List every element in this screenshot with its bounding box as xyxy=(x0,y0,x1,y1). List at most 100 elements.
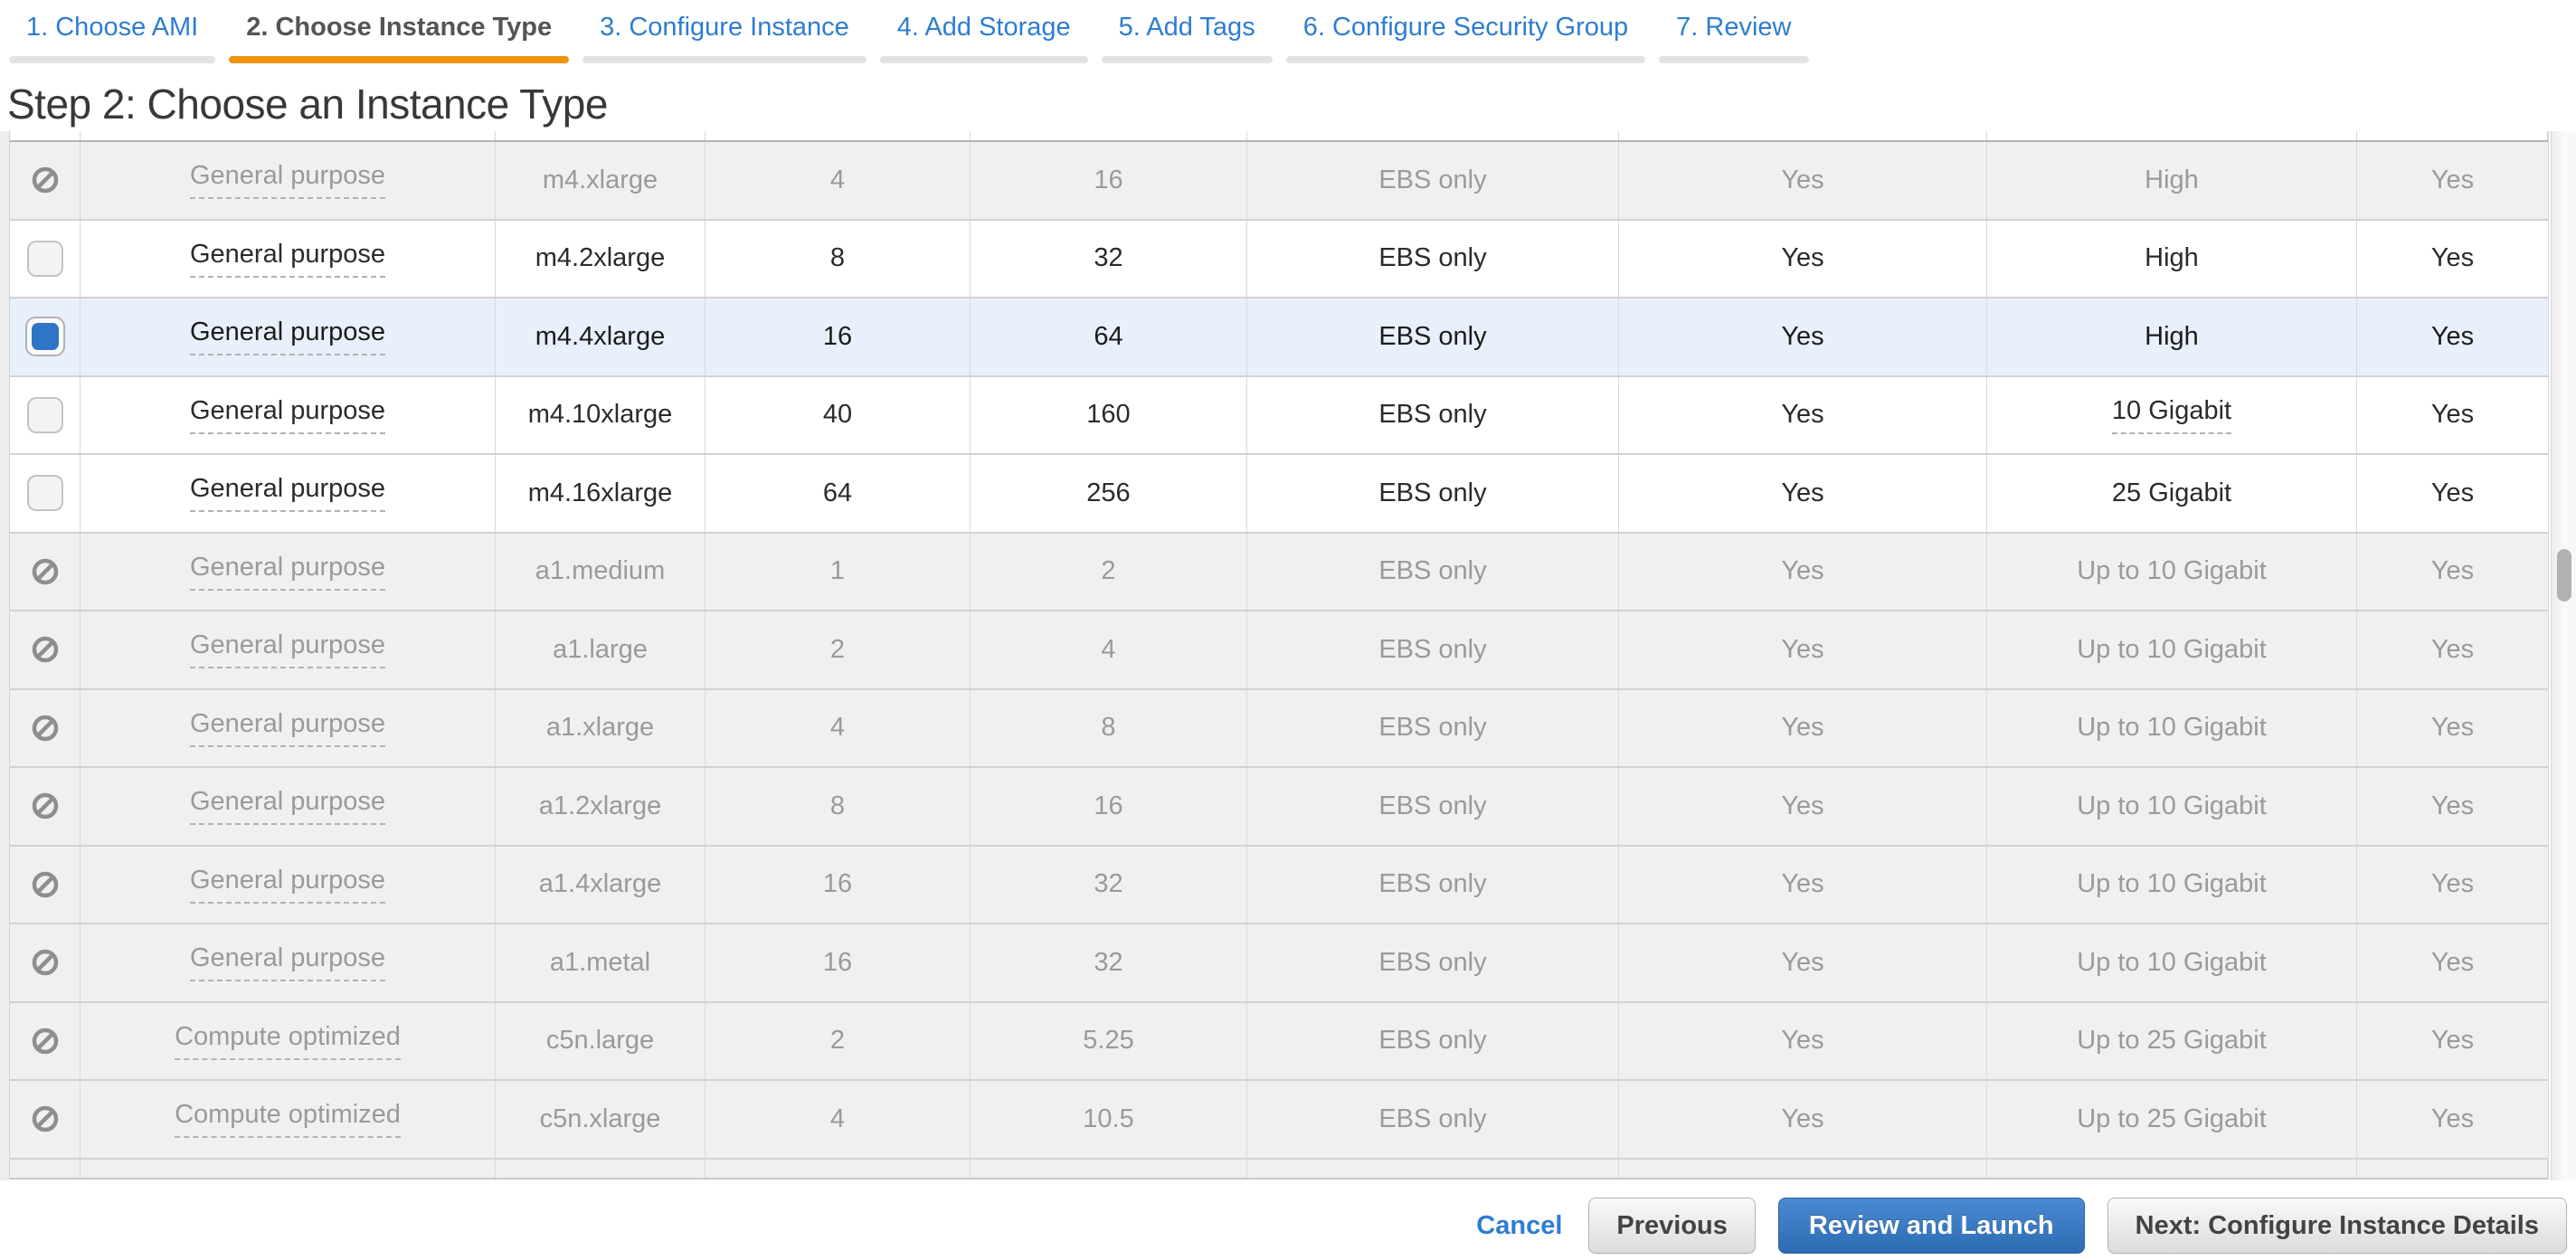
cell-ebs-optimized: Yes xyxy=(1619,1002,1987,1079)
cell-vcpus: 16 xyxy=(706,924,971,1001)
cell-select xyxy=(10,298,80,375)
wizard-tab-label[interactable]: 6. Configure Security Group xyxy=(1302,13,1629,42)
cancel-link[interactable]: Cancel xyxy=(1476,1210,1563,1240)
table-row[interactable]: General purpose a1.large 2 4 EBS only Ye… xyxy=(10,611,2548,690)
prohibited-icon xyxy=(32,950,58,976)
cell-select xyxy=(10,142,80,219)
cell-select xyxy=(10,768,80,845)
wizard-tab-label[interactable]: 3. Configure Instance xyxy=(600,13,849,42)
family-tooltip-link[interactable]: General purpose xyxy=(189,943,386,982)
family-tooltip-link[interactable]: General purpose xyxy=(189,553,386,591)
cell-instance-storage: EBS only xyxy=(1247,768,1619,845)
page-title: Step 2: Choose an Instance Type xyxy=(7,81,608,128)
cell-ipv6-support: Yes xyxy=(2430,791,2475,820)
row-checkbox[interactable] xyxy=(26,240,63,277)
cell-select xyxy=(10,846,80,923)
network-performance-value: High xyxy=(2145,243,2199,273)
family-tooltip-link[interactable]: General purpose xyxy=(189,787,386,826)
table-row[interactable]: General purpose m4.2xlarge 8 32 EBS only… xyxy=(10,220,2548,298)
cell-ipv6-support: Yes xyxy=(2430,165,2475,194)
table-row[interactable]: General purpose a1.4xlarge 16 32 EBS onl… xyxy=(10,846,2548,924)
wizard-tab-label[interactable]: 4. Add Storage xyxy=(896,13,1071,42)
family-tooltip-link[interactable]: General purpose xyxy=(189,317,386,356)
table-row[interactable]: General purpose a1.2xlarge 8 16 EBS only… xyxy=(10,768,2548,847)
table-row[interactable]: General purpose m4.4xlarge 16 64 EBS onl… xyxy=(10,298,2548,377)
wizard-tab[interactable]: 7. Review xyxy=(1659,13,1809,63)
wizard-tab[interactable]: 6. Configure Security Group xyxy=(1285,13,1646,63)
cell-instance-storage: EBS only xyxy=(1247,455,1619,532)
prohibited-icon xyxy=(32,167,58,194)
wizard-tab[interactable]: 4. Add Storage xyxy=(879,13,1088,63)
table-row[interactable]: General purpose a1.xlarge 4 8 EBS only Y… xyxy=(10,689,2548,768)
family-tooltip-link[interactable]: General purpose xyxy=(189,161,386,200)
table-row[interactable]: General purpose m4.16xlarge 64 256 EBS o… xyxy=(10,455,2548,534)
cell-instance-type: m4.xlarge xyxy=(496,142,706,219)
cell-family: Compute optimized xyxy=(80,1002,496,1079)
table-row[interactable]: General purpose m4.10xlarge 40 160 EBS o… xyxy=(10,376,2548,455)
cell-family: General purpose xyxy=(80,924,496,1001)
family-tooltip-link[interactable]: General purpose xyxy=(189,396,386,434)
page-left-gutter xyxy=(0,131,9,1180)
wizard-tab-label[interactable]: 7. Review xyxy=(1676,13,1792,42)
family-tooltip-link[interactable]: General purpose xyxy=(189,474,386,513)
family-tooltip-link[interactable]: General purpose xyxy=(189,630,386,669)
wizard-tab[interactable]: 2. Choose Instance Type xyxy=(229,13,570,63)
previous-button[interactable]: Previous xyxy=(1588,1198,1756,1254)
wizard-tab[interactable]: 5. Add Tags xyxy=(1101,13,1273,63)
row-checkbox[interactable] xyxy=(26,475,63,512)
network-performance-value: High xyxy=(2145,165,2199,194)
table-row[interactable]: General purpose a1.medium 1 2 EBS only Y… xyxy=(10,533,2548,611)
cell-ipv6-support: Yes xyxy=(2430,400,2475,430)
cell-vcpus: 64 xyxy=(706,455,971,532)
cell-family: Compute optimized xyxy=(80,1081,496,1158)
checkbox-fill xyxy=(31,323,59,351)
wizard-tab[interactable]: 3. Configure Instance xyxy=(582,13,867,63)
wizard-tab-underline xyxy=(1659,56,1809,63)
table-row-partial xyxy=(10,1159,2548,1179)
table-row[interactable]: General purpose m4.xlarge 4 16 EBS only … xyxy=(10,142,2548,221)
cell-network-performance: High xyxy=(1987,220,2357,297)
table-row[interactable]: Compute optimized c5n.xlarge 4 10.5 EBS … xyxy=(10,1081,2548,1160)
network-performance-value: Up to 10 Gigabit xyxy=(2077,791,2267,820)
wizard-tab-bar: 1. Choose AMI 2. Choose Instance Type 3.… xyxy=(9,13,1823,63)
cell-network-performance: Up to 10 Gigabit xyxy=(1987,846,2357,923)
cell-network-performance: Up to 25 Gigabit xyxy=(1987,1081,2357,1158)
review-and-launch-button[interactable]: Review and Launch xyxy=(1777,1198,2085,1254)
wizard-tab-label[interactable]: 2. Choose Instance Type xyxy=(246,13,553,42)
family-tooltip-link[interactable]: General purpose xyxy=(189,866,386,904)
cell-memory: 32 xyxy=(971,924,1247,1001)
next-configure-instance-details-button[interactable]: Next: Configure Instance Details xyxy=(2107,1198,2567,1254)
row-checkbox-checked[interactable] xyxy=(24,317,65,357)
network-performance-value: High xyxy=(2145,321,2199,351)
prohibited-icon xyxy=(32,637,58,663)
cell-family: General purpose xyxy=(80,533,496,610)
cell-instance-type: m4.10xlarge xyxy=(496,376,706,453)
family-tooltip-link[interactable]: Compute optimized xyxy=(175,1022,401,1060)
cell-ipv6-support: Yes xyxy=(2430,478,2475,507)
table-row[interactable]: General purpose a1.metal 16 32 EBS only … xyxy=(10,924,2548,1003)
cell-ebs-optimized: Yes xyxy=(1619,298,1987,375)
table-row[interactable]: Compute optimized c5n.large 2 5.25 EBS o… xyxy=(10,1002,2548,1081)
family-tooltip-link[interactable]: General purpose xyxy=(189,240,386,278)
network-performance-value: Up to 10 Gigabit xyxy=(2077,556,2267,586)
vertical-scrollbar-thumb[interactable] xyxy=(2557,549,2571,602)
cell-memory: 5.25 xyxy=(971,1002,1247,1079)
cell-memory: 8 xyxy=(971,689,1247,766)
cell-family: General purpose xyxy=(80,142,496,219)
wizard-tab-label[interactable]: 5. Add Tags xyxy=(1118,13,1255,42)
row-checkbox[interactable] xyxy=(26,396,63,433)
cell-memory: 16 xyxy=(971,142,1247,219)
wizard-tab[interactable]: 1. Choose AMI xyxy=(9,13,216,63)
cell-select xyxy=(10,376,80,453)
family-tooltip-link[interactable]: General purpose xyxy=(189,709,386,747)
family-tooltip-link[interactable]: Compute optimized xyxy=(175,1100,401,1139)
wizard-tab-underline xyxy=(9,56,216,63)
cell-instance-storage: EBS only xyxy=(1247,376,1619,453)
vertical-scrollbar-track[interactable] xyxy=(2551,131,2576,1180)
wizard-tab-label[interactable]: 1. Choose AMI xyxy=(26,13,199,42)
cell-instance-type: m4.4xlarge xyxy=(496,298,706,375)
cell-ipv6-support: Yes xyxy=(2430,321,2475,351)
cell-ipv6-support: Yes xyxy=(2430,869,2475,899)
cell-ipv6-support: Yes xyxy=(2430,634,2475,664)
cell-vcpus: 4 xyxy=(706,689,971,766)
